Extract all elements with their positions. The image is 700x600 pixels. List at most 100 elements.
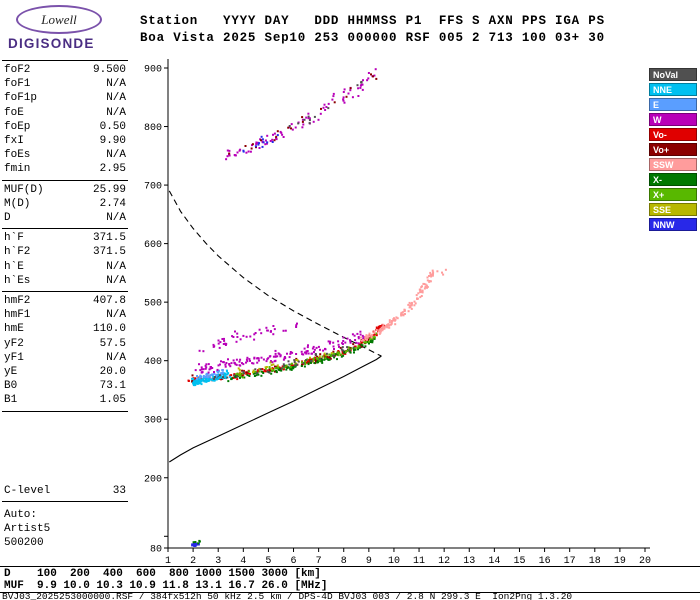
- param-label: fxI: [4, 135, 24, 148]
- param-value: 0.50: [99, 120, 126, 133]
- legend-nne: NNE: [649, 83, 697, 96]
- param-label: foF1p: [4, 92, 38, 105]
- param-value: N/A: [106, 351, 126, 364]
- x-tick-label: 19: [614, 556, 626, 565]
- x-tick-label: 10: [388, 556, 400, 565]
- param-value: 407.8: [92, 295, 126, 308]
- legend-vo-: Vo-: [649, 128, 697, 141]
- curve-bottomside-true-height: [169, 355, 382, 463]
- param-label: foEp: [4, 120, 31, 133]
- param-yF1: yF1 N/A: [2, 351, 128, 365]
- x-tick-label: 17: [564, 556, 576, 565]
- param-section: foF2 9.500 foF1 N/A foF1p N/A foE N/A foEp 0.50 fx…: [2, 61, 128, 181]
- param-value: 2.95: [99, 163, 126, 176]
- echo-series-f-magenta: [194, 330, 366, 374]
- param-label: yE: [4, 366, 18, 379]
- param-yE: yE 20.0: [2, 365, 128, 379]
- x-tick-label: 7: [316, 556, 322, 565]
- param-hmF1: hmF1 N/A: [2, 308, 128, 322]
- param-label: h`F: [4, 232, 24, 245]
- x-tick-label: 2: [190, 556, 196, 565]
- y-tick-label: 900: [144, 65, 162, 76]
- param-foEp: foEp 0.50: [2, 120, 128, 134]
- param-yF2: yF2 57.5: [2, 337, 128, 351]
- param-h`Es: h`Es N/A: [2, 274, 128, 288]
- x-tick-label: 12: [438, 556, 450, 565]
- muf-row: MUF 9.9 10.0 10.3 10.9 11.8 13.1 16.7 26…: [4, 580, 328, 592]
- param-value: 371.5: [92, 246, 126, 259]
- x-tick-label: 3: [215, 556, 221, 565]
- echo-series-hop2-blue: [242, 134, 279, 153]
- param-value: N/A: [106, 78, 126, 91]
- param-hmF2: hmF2 407.8: [2, 294, 128, 308]
- param-value: 9.500: [92, 64, 126, 76]
- scaler-info-row: 500200: [4, 537, 44, 550]
- distance-row: D 100 200 400 600 800 1000 1500 3000 [km…: [4, 568, 321, 580]
- param-foEs: foEs N/A: [2, 148, 128, 162]
- x-tick-label: 16: [539, 556, 551, 565]
- param-value: N/A: [106, 274, 126, 287]
- param-value: N/A: [106, 260, 126, 273]
- param-value: 33: [112, 484, 126, 497]
- ionogram-plot: 1 2 3 4 5 6 7 8 9 10 11 12 13 14 15 16 17 18 19 20802003004…: [144, 59, 651, 565]
- echo-series-x-tail-pink-start: [359, 331, 376, 342]
- param-h`F: h`F 371.5: [2, 231, 128, 245]
- param-label: fmin: [4, 163, 31, 176]
- y-tick-label: 800: [144, 123, 162, 134]
- param-value: 73.1: [99, 380, 126, 393]
- y-tick-label: 600: [144, 240, 162, 251]
- y-tick-label: 200: [144, 474, 162, 485]
- param-label: D: [4, 212, 11, 225]
- x-tick-label: 13: [463, 556, 475, 565]
- y-axis: 80 200 300 400 500 600 700 800 900: [144, 65, 168, 556]
- x-axis: 1 2 3 4 5 6 7 8 9 10 11 12 13 14 15 16 17 18 19 20: [165, 548, 651, 565]
- param-value: N/A: [106, 149, 126, 162]
- param-label: h`F2: [4, 246, 31, 259]
- param-label: foF1: [4, 78, 31, 91]
- header-station-values: Boa Vista 2025 Sep10 253 000000 RSF 005 …: [140, 31, 605, 45]
- legend-noval: NoVal: [649, 68, 697, 81]
- x-tick-label: 18: [589, 556, 601, 565]
- param-label: h`E: [4, 260, 24, 273]
- param-label: h`Es: [4, 274, 31, 287]
- param-value: 20.0: [99, 366, 126, 379]
- divider-bottom: [0, 592, 700, 593]
- param-value: 1.05: [99, 394, 126, 407]
- echo-series-f-lightblue: [196, 369, 224, 381]
- file-status-line: BVJ03_2025253000000.RSF / 384fx512h 50 k…: [2, 591, 573, 600]
- x-tick-label: 5: [265, 556, 271, 565]
- param-section: h`F 371.5 h`F2 371.5 h`E N/A h`Es N/A: [2, 229, 128, 293]
- param-value: N/A: [106, 309, 126, 322]
- param-foF1p: foF1p N/A: [2, 91, 128, 105]
- direction-legend: NoVal NNE E W Vo- Vo+ SSW X- X+ SSE NNW: [649, 68, 697, 233]
- y-tick-label: 300: [144, 416, 162, 427]
- echo-series-stray-pink: [436, 268, 447, 276]
- param-label: yF1: [4, 351, 24, 364]
- echo-series-x-tail-pink: [375, 269, 435, 335]
- param-value: N/A: [106, 106, 126, 119]
- param-M(D): M(D) 2.74: [2, 197, 128, 211]
- param-fmin: fmin 2.95: [2, 162, 128, 176]
- param-label: M(D): [4, 197, 31, 210]
- param-label: B1: [4, 394, 18, 407]
- digisonde-logo-text: DIGISONDE: [8, 36, 95, 51]
- param-value: 57.5: [99, 337, 126, 350]
- param-label: hmF1: [4, 309, 31, 322]
- param-label: hmE: [4, 323, 24, 336]
- legend-x+: X+: [649, 188, 697, 201]
- param-label: B0: [4, 380, 18, 393]
- y-tick-label: 500: [144, 299, 162, 310]
- legend-ssw: SSW: [649, 158, 697, 171]
- legend-w: W: [649, 113, 697, 126]
- param-label: MUF(D): [4, 183, 44, 196]
- x-tick-label: 9: [366, 556, 372, 565]
- param-fxI: fxI 9.90: [2, 134, 128, 148]
- echo-series-f-dark: [213, 346, 355, 380]
- profile-curves: [168, 190, 382, 463]
- scaler-info-row: Auto:: [4, 508, 38, 521]
- param-label: C-level: [4, 484, 51, 497]
- digisonde-logo: Lowell DIGISONDE: [8, 5, 128, 51]
- param-value: 371.5: [92, 232, 126, 245]
- echo-series-hop2-magenta: [225, 68, 377, 161]
- echo-series-hop2-dark: [288, 80, 363, 127]
